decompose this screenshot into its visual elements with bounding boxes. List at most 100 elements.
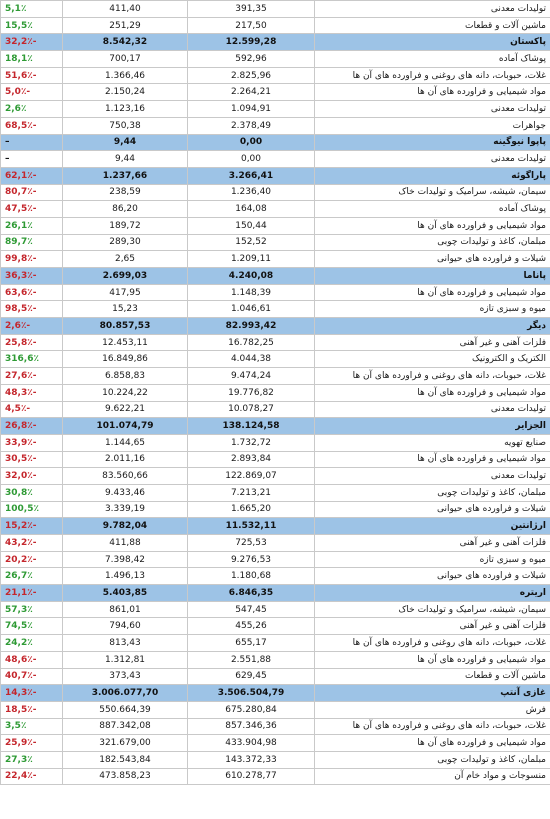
value-previous-cell: 1.180,68 [187, 567, 315, 586]
value-current-cell: 9.782,04 [62, 517, 188, 535]
percent-change-cell: 47,5٪- [0, 200, 63, 218]
value-previous-cell: 1.148,39 [187, 283, 315, 302]
product-group-cell: مواد شیمیایی و فراورده های آن ها [314, 450, 550, 469]
product-group-cell: غلات، حبوبات، دانه های روغنی و فراورده ه… [314, 634, 550, 652]
percent-change-cell: 20,2٪- [0, 550, 63, 569]
country-header-row: 21,1٪- 5.403,85 6.846,35 اریتره [0, 584, 550, 602]
table-row: 40,7٪- 373,43 629,45 ماشین آلات و قطعات [0, 667, 550, 686]
table-row: 26,7٪ 1.496,13 1.180,68 شیلات و فراورده های… [0, 567, 550, 586]
value-current-cell: 251,29 [62, 16, 188, 35]
value-previous-cell: 547,45 [187, 600, 315, 619]
product-group-cell: شیلات و فراورده های حیوانی [314, 500, 550, 519]
table-row: 18,1٪ 700,17 592,96 پوشاک آماده [0, 50, 550, 68]
country-header-row: 2,6٪- 80.857,53 82.993,42 دیگر [0, 317, 550, 335]
value-current-cell: 417,95 [62, 283, 188, 302]
value-current-cell: 12.453,11 [62, 333, 188, 352]
product-group-cell: غلات، حبوبات، دانه های روغنی و فراورده ه… [314, 367, 550, 385]
product-group-cell: مبلمان، کاغذ و تولیدات چوبی [314, 483, 550, 502]
product-group-cell: سیمان، شیشه، سرامیک و تولیدات خاک [314, 600, 550, 619]
value-previous-cell: 150,44 [187, 216, 315, 235]
value-previous-cell: 1.236,40 [187, 183, 315, 202]
percent-change-cell: 32,0٪- [0, 467, 63, 485]
product-group-cell: فلزات آهنی و غیر آهنی [314, 534, 550, 552]
country-name-cell: اریتره [314, 584, 550, 602]
product-group-cell: مبلمان، کاغذ و تولیدات چوبی [314, 233, 550, 252]
value-previous-cell: 1.094,91 [187, 100, 315, 118]
table-row: 33,9٪- 1.144,65 1.732,72 صنایع تهویه [0, 433, 550, 452]
value-previous-cell: 217,50 [187, 16, 315, 35]
percent-change-cell: 30,5٪- [0, 450, 63, 469]
value-previous-cell: 675.280,84 [187, 700, 315, 719]
table-row: 57,3٪ 861,01 547,45 سیمان، شیشه، سرامیک و ت… [0, 600, 550, 619]
value-previous-cell: 2.893,84 [187, 450, 315, 469]
product-group-cell: ماشین آلات و قطعات [314, 667, 550, 686]
value-previous-cell: 16.782,25 [187, 333, 315, 352]
value-previous-cell: 2.264,21 [187, 83, 315, 102]
value-current-cell: 238,59 [62, 183, 188, 202]
value-previous-cell: 2.378,49 [187, 116, 315, 135]
product-group-cell: میوه و سبزی تازه [314, 550, 550, 569]
value-current-cell: 473.858,23 [62, 767, 188, 786]
table-row: 98,5٪- 15,23 1.046,61 میوه و سبزی تازه [0, 300, 550, 319]
value-previous-cell: 3.506.504,79 [187, 684, 315, 702]
value-previous-cell: 152,52 [187, 233, 315, 252]
value-previous-cell: 1.209,11 [187, 250, 315, 268]
percent-change-cell: 40,7٪- [0, 667, 63, 686]
value-current-cell: 80.857,53 [62, 317, 188, 335]
value-previous-cell: 2.825,96 [187, 66, 315, 85]
product-group-cell: تولیدات معدنی [314, 400, 550, 419]
value-current-cell: 1.237,66 [62, 166, 188, 185]
value-previous-cell: 0,00 [187, 133, 315, 152]
percent-change-cell: 26,1٪ [0, 216, 63, 235]
product-group-cell: جواهرات [314, 116, 550, 135]
product-group-cell: تولیدات معدنی [314, 100, 550, 118]
value-current-cell: 9.433,46 [62, 483, 188, 502]
percent-change-cell: 48,6٪- [0, 650, 63, 669]
percent-change-cell: 26,8٪- [0, 417, 63, 435]
product-group-cell: پوشاک آماده [314, 200, 550, 218]
table-row: 22,4٪- 473.858,23 610.278,77 منسوجات و مواد… [0, 767, 550, 786]
product-group-cell: شیلات و فراورده های حیوانی [314, 250, 550, 268]
percent-change-cell: 25,8٪- [0, 333, 63, 352]
percent-change-cell: 74,5٪ [0, 617, 63, 636]
percent-change-cell: 2,6٪- [0, 317, 63, 335]
product-group-cell: ماشین آلات و قطعات [314, 16, 550, 35]
table-row: 63,6٪- 417,95 1.148,39 مواد شیمیایی و فراور… [0, 283, 550, 302]
table-row: 4,5٪- 9.622,21 10.078,27 تولیدات معدنی [0, 400, 550, 419]
table-row: 80,7٪- 238,59 1.236,40 سیمان، شیشه، سرامیک … [0, 183, 550, 202]
value-current-cell: 2.011,16 [62, 450, 188, 469]
value-previous-cell: 4.044,38 [187, 350, 315, 369]
table-row: 26,1٪ 189,72 150,44 مواد شیمیایی و فراورده … [0, 216, 550, 235]
value-previous-cell: 6.846,35 [187, 584, 315, 602]
product-group-cell: فلزات آهنی و غیر آهنی [314, 617, 550, 636]
value-current-cell: 750,38 [62, 116, 188, 135]
product-group-cell: فرش [314, 700, 550, 719]
product-group-cell: مواد شیمیایی و فراورده های آن ها [314, 383, 550, 402]
percent-change-cell: 57,3٪ [0, 600, 63, 619]
percent-change-cell: 27,6٪- [0, 367, 63, 385]
table-body: 5,1٪ 411,40 391,35 تولیدات معدنی 15,5٪ 251,29… [0, 0, 550, 786]
percent-change-cell: 5,0٪- [0, 83, 63, 102]
percent-change-cell: 51,6٪- [0, 66, 63, 85]
percent-change-cell: 18,5٪- [0, 700, 63, 719]
percent-change-cell: 43,2٪- [0, 534, 63, 552]
value-current-cell: 861,01 [62, 600, 188, 619]
country-name-cell: پاناما [314, 267, 550, 285]
table-row: 24,2٪ 813,43 655,17 غلات، حبوبات، دانه های … [0, 634, 550, 652]
value-current-cell: 9.622,21 [62, 400, 188, 419]
percent-change-cell: 98,5٪- [0, 300, 63, 319]
table-row: 99,8٪- 2,65 1.209,11 شیلات و فراورده های حی… [0, 250, 550, 268]
country-header-row: 36,3٪- 2.699,03 4.240,08 پاناما [0, 267, 550, 285]
table-row: 32,0٪- 83.560,66 122.869,07 تولیدات معدنی [0, 467, 550, 485]
value-previous-cell: 9.474,24 [187, 367, 315, 385]
value-current-cell: 550.664,39 [62, 700, 188, 719]
value-current-cell: 2,65 [62, 250, 188, 268]
country-name-cell: پاپوا نیوگینه [314, 133, 550, 152]
product-group-cell: سیمان، شیشه، سرامیک و تولیدات خاک [314, 183, 550, 202]
country-name-cell: دیگر [314, 317, 550, 335]
value-current-cell: 10.224,22 [62, 383, 188, 402]
table-row: 18,5٪- 550.664,39 675.280,84 فرش [0, 700, 550, 719]
percent-change-cell: 25,9٪- [0, 734, 63, 752]
value-current-cell: 9,44 [62, 150, 188, 168]
percent-change-cell: 30,8٪ [0, 483, 63, 502]
